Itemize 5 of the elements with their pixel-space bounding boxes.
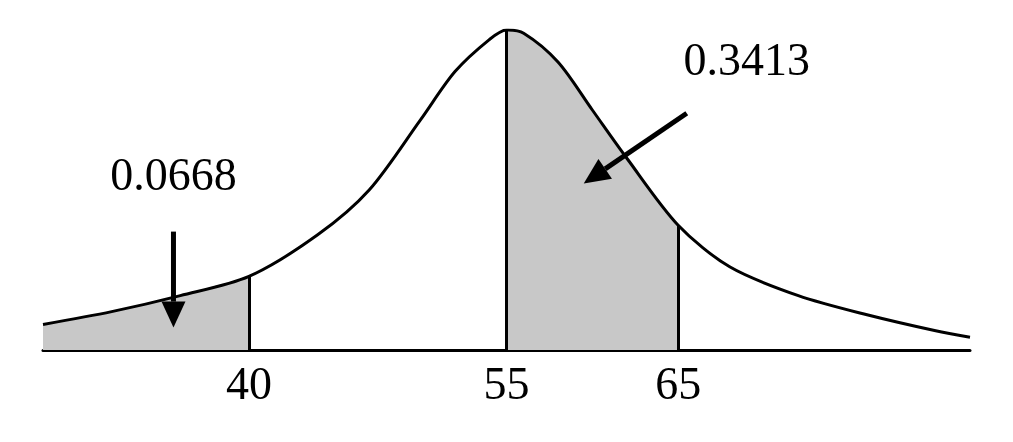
annotation: 0.3413 [683, 33, 811, 85]
x-tick-label: 65 [655, 357, 702, 409]
annotation: 0.0668 [110, 149, 237, 200]
x-tick-label: 40 [226, 357, 272, 409]
x-tick-label: 55 [483, 357, 530, 409]
